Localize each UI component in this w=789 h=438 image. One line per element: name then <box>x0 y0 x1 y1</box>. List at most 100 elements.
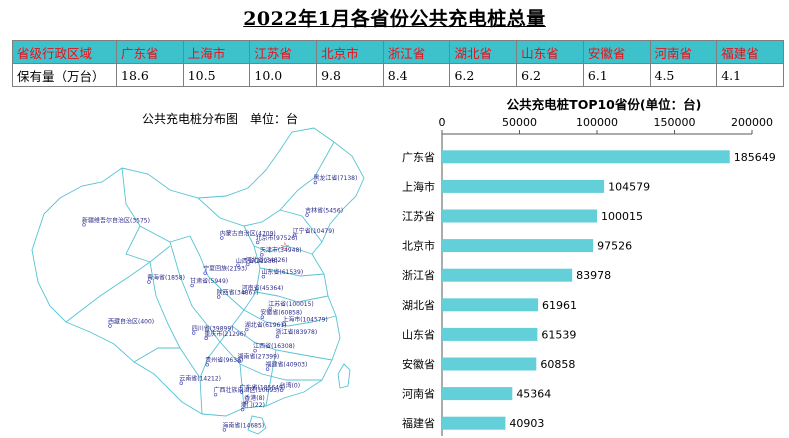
map-label: 河南省(45364) <box>242 284 284 292</box>
table-header-row: 省级行政区域 广东省 上海市 江苏省 北京市 浙江省 湖北省 山东省 安徽省 河… <box>12 40 784 64</box>
map-point <box>275 334 280 339</box>
map-label: 安徽省(60858) <box>260 309 302 317</box>
map-label: 台湾(0) <box>280 382 301 390</box>
national-border <box>31 127 365 417</box>
chart-title: 公共充电桩TOP10省份(单位：台) <box>507 97 702 112</box>
map-label: 云南省(14212) <box>179 375 221 383</box>
map-point <box>246 262 250 267</box>
map-label: 江苏省(100015) <box>268 300 314 308</box>
map-label: 四川省(39899) <box>192 325 234 333</box>
table-value-cell: 9.8 <box>316 63 384 87</box>
table-value-cell: 4.1 <box>716 63 784 87</box>
table-value-cell: 10.0 <box>249 63 318 87</box>
map-label: 澳门(22) <box>241 401 265 409</box>
x-tick-label: 0 <box>439 116 446 129</box>
bars: 广东省 185649 上海市 104579 江苏省 100015 北京市 97526 浙江省 83… <box>402 150 776 430</box>
category-label: 广东省 <box>402 151 435 164</box>
map-point <box>203 271 207 275</box>
category-label: 河南省 <box>402 388 435 401</box>
map-label: 内蒙古自治区(4709) <box>220 230 276 238</box>
map-point <box>236 263 240 267</box>
map-label: 广东省(185649) <box>240 384 286 392</box>
island-hainan <box>247 415 267 435</box>
table-header-cell: 上海市 <box>182 40 251 64</box>
table-row-label: 保有量（万台） <box>12 63 117 87</box>
map-point <box>260 315 265 319</box>
bar-value-label: 40903 <box>509 417 544 430</box>
province-border <box>243 309 337 327</box>
map-point <box>190 283 194 288</box>
bar <box>442 179 605 193</box>
table-header-cell: 江苏省 <box>249 40 318 64</box>
bar-value-label: 61961 <box>542 299 577 312</box>
map-point <box>244 400 248 405</box>
map-point <box>261 275 266 279</box>
map-label: 山东省(61539) <box>261 268 303 276</box>
category-label: 山东省 <box>402 328 435 341</box>
map-point <box>213 392 218 397</box>
map-label: 陕西省(34867) <box>217 288 259 296</box>
map-point <box>253 348 257 353</box>
map-point <box>260 253 264 257</box>
map-point <box>82 223 86 227</box>
category-label: 江苏省 <box>402 210 435 223</box>
map-label: 香港(8) <box>244 394 264 402</box>
province-border <box>149 261 201 379</box>
table-header-cell: 湖北省 <box>449 40 518 64</box>
table-header-cell: 安徽省 <box>582 40 651 64</box>
map-label: 北京市(97526) <box>256 234 298 242</box>
table-value-row: 保有量（万台） 18.6 10.5 10.0 9.8 8.4 6.2 6.2 6… <box>12 63 784 87</box>
table-value-cell: 18.6 <box>116 63 184 87</box>
bar <box>442 239 594 253</box>
map-point <box>313 180 318 185</box>
page-title: 2022年1月各省份公共充电桩总量 <box>243 8 546 30</box>
province-border <box>279 209 323 243</box>
map-labels: 黑龙江省(7138) 吉林省(5456) 辽宁省(10479) 内蒙古自治区(4709… <box>82 174 357 432</box>
map-point <box>147 280 151 284</box>
bar-value-label: 61539 <box>541 328 576 341</box>
map-point <box>241 290 246 295</box>
bar <box>442 209 598 223</box>
map-label: 西藏自治区(400) <box>108 318 154 326</box>
map-outline <box>31 127 365 435</box>
map-label: 贵州省(9638) <box>205 356 243 364</box>
bar-value-label: 104579 <box>608 180 650 193</box>
bar <box>442 327 538 341</box>
bar-value-label: 45364 <box>516 388 551 401</box>
province-border <box>265 349 277 407</box>
bar-value-label: 97526 <box>597 240 632 253</box>
table-value-cell: 8.4 <box>382 63 451 87</box>
map-label: 甘肃省(5949) <box>190 277 228 285</box>
map-point <box>222 428 227 432</box>
map-label: 黑龙江省(7138) <box>313 174 357 182</box>
map-point <box>205 363 209 367</box>
x-tick-label: 200000 <box>731 116 773 129</box>
province-border <box>259 267 325 277</box>
map-label: 山西省(22236) <box>236 257 278 265</box>
bar-value-label: 60858 <box>540 358 575 371</box>
table-header-cell: 山东省 <box>516 40 584 64</box>
map-label: 吉林省(5456) <box>305 207 343 215</box>
table-value-cell: 6.2 <box>449 63 518 87</box>
map-label: 天津市(34948) <box>260 246 302 254</box>
map-title: 公共充电桩分布图 单位：台 <box>142 112 299 126</box>
map-label: 福建省(40903) <box>266 361 308 369</box>
category-label: 北京市 <box>402 239 435 253</box>
bar-value-label: 83978 <box>576 269 611 282</box>
table-value-cell: 6.1 <box>582 63 651 87</box>
map-label: 新疆维吾尔自治区(3575) <box>82 216 150 224</box>
map-point <box>265 367 270 371</box>
table-header-cell: 北京市 <box>316 40 384 64</box>
map-point <box>279 388 284 392</box>
table-value-cell: 10.5 <box>182 63 251 87</box>
table-header-cell: 福建省 <box>716 40 784 64</box>
map-point <box>268 306 272 311</box>
map-label: 宁夏回族(2193) <box>203 265 247 273</box>
map-label: 浙江省(83978) <box>275 328 317 336</box>
map-point <box>282 322 286 326</box>
capital-star-icon: ☆ <box>280 240 290 253</box>
province-border <box>255 291 329 303</box>
bar-value-label: 100015 <box>601 210 643 223</box>
map-point <box>192 331 196 335</box>
map-point <box>245 327 249 332</box>
